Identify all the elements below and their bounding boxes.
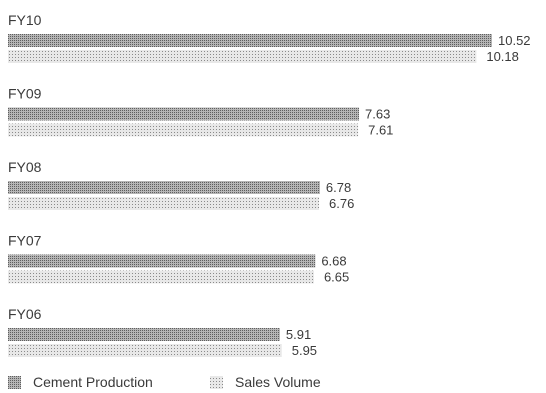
category-label: FY06 [8, 306, 42, 322]
bar-group-fy06: FY06 5.915.95 [8, 306, 317, 358]
value-label-sales-volume: 5.95 [292, 343, 317, 358]
legend-label-cement-production: Cement Production [33, 374, 153, 390]
bar-groups: FY1010.5210.18FY097.637.61FY086.786.76FY… [8, 12, 531, 358]
legend-label-sales-volume: Sales Volume [235, 374, 321, 390]
value-label-sales-volume: 6.65 [324, 270, 349, 285]
bar-sales-volume-fy07 [8, 270, 314, 284]
bar-group-fy08: FY08 6.786.76 [8, 159, 354, 211]
legend-item-sales-volume: Sales Volume [210, 374, 321, 390]
value-label-cement-production: 10.52 [498, 33, 531, 48]
value-label-cement-production: 5.91 [286, 327, 311, 342]
category-label: FY07 [8, 233, 42, 249]
legend: Cement Production Sales Volume [8, 374, 321, 390]
bar-sales-volume-fy10 [8, 50, 477, 63]
bar-sales-volume-fy08 [8, 197, 320, 210]
bar-cement-production-fy07 [8, 254, 316, 268]
bar-cement-production-fy08 [8, 181, 320, 194]
legend-swatch-cement-production [8, 376, 21, 389]
value-label-cement-production: 7.63 [365, 107, 390, 122]
value-label-sales-volume: 10.18 [486, 49, 519, 64]
legend-swatch-sales-volume [210, 376, 223, 389]
bar-cement-production-fy06 [8, 328, 280, 341]
bar-sales-volume-fy06 [8, 344, 282, 357]
bar-sales-volume-fy09 [8, 123, 359, 137]
bar-cement-production-fy10 [8, 34, 492, 47]
category-label: FY09 [8, 86, 42, 102]
value-label-sales-volume: 7.61 [368, 123, 393, 138]
value-label-cement-production: 6.78 [326, 180, 351, 195]
bar-cement-production-fy09 [8, 107, 360, 121]
value-label-sales-volume: 6.76 [329, 196, 354, 211]
bar-group-fy09: FY09 7.637.61 [8, 86, 393, 138]
category-label: FY10 [8, 12, 42, 28]
legend-item-cement-production: Cement Production [8, 374, 153, 390]
category-label: FY08 [8, 159, 42, 175]
value-label-cement-production: 6.68 [321, 254, 346, 269]
bar-group-fy07: FY07 6.686.65 [8, 233, 349, 285]
